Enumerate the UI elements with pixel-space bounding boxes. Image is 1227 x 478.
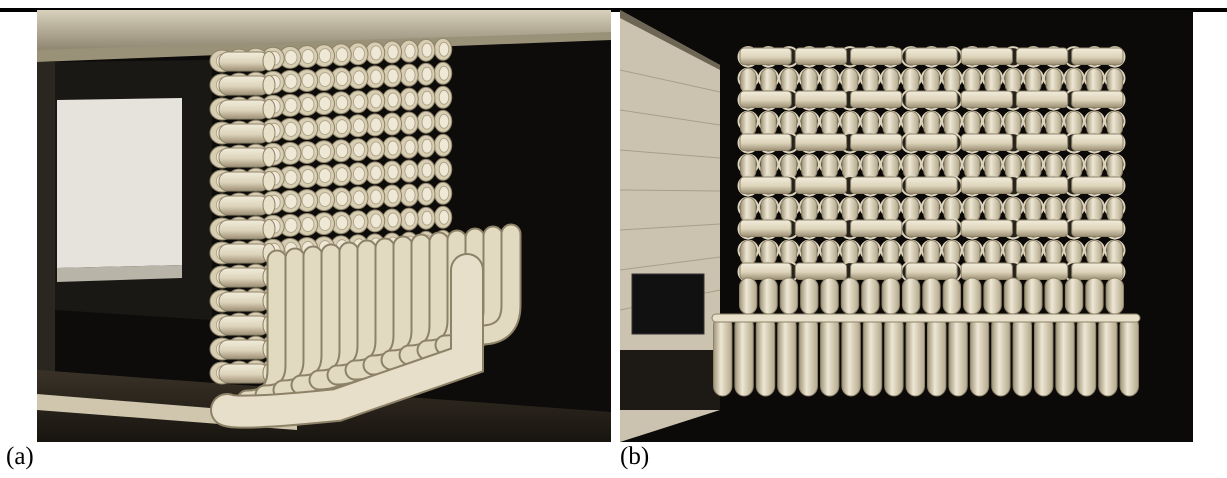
photo-panel-a [37, 10, 611, 442]
caption-a: (a) [6, 443, 34, 470]
top-rule [0, 8, 1227, 12]
monitor [631, 273, 705, 335]
caption-b: (b) [620, 443, 650, 470]
wall-window [57, 98, 182, 268]
photo-panel-b [620, 10, 1193, 442]
pipe-array-side-view-image [37, 10, 611, 442]
pipe-array-front-view-image [620, 10, 1193, 442]
